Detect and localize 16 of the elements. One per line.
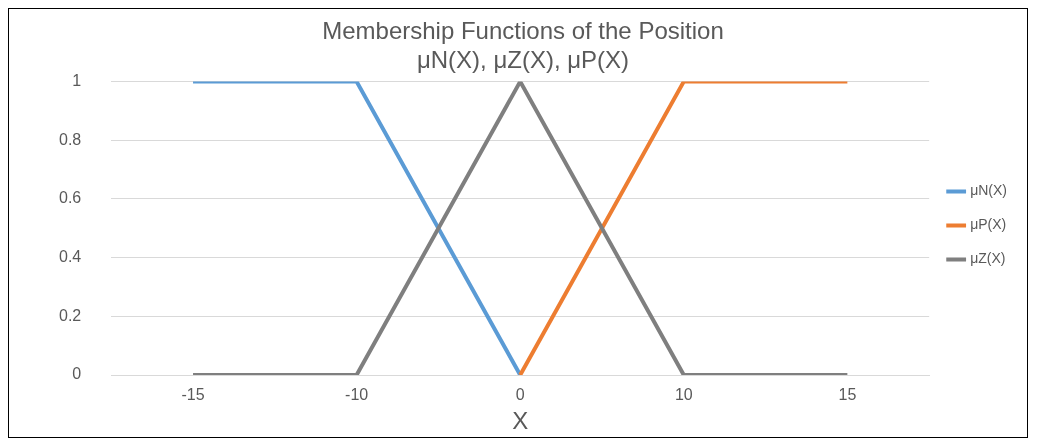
x-tick-label: -10 bbox=[345, 386, 369, 404]
y-tick-label: 0.6 bbox=[58, 189, 82, 207]
x-tick-label: 10 bbox=[674, 386, 693, 404]
y-tick-label: 0.2 bbox=[58, 306, 82, 324]
chart-title: Membership Functions of the Position μN(X), μZ(X), μP(X) bbox=[322, 17, 724, 73]
legend-label: μZ(X) bbox=[970, 250, 1006, 267]
y-tick-label: 1 bbox=[72, 72, 82, 90]
x-tick-label: 15 bbox=[838, 386, 857, 404]
x-tick-label: 0 bbox=[515, 386, 525, 404]
x-axis-title: X bbox=[512, 407, 529, 435]
legend-label: μN(X) bbox=[970, 182, 1007, 199]
y-tick-label: 0.8 bbox=[58, 130, 82, 148]
y-tick-label: 0.4 bbox=[58, 248, 82, 266]
legend-label: μP(X) bbox=[970, 216, 1007, 233]
y-tick-label: 0 bbox=[72, 365, 82, 383]
x-tick-label: -15 bbox=[181, 386, 205, 404]
